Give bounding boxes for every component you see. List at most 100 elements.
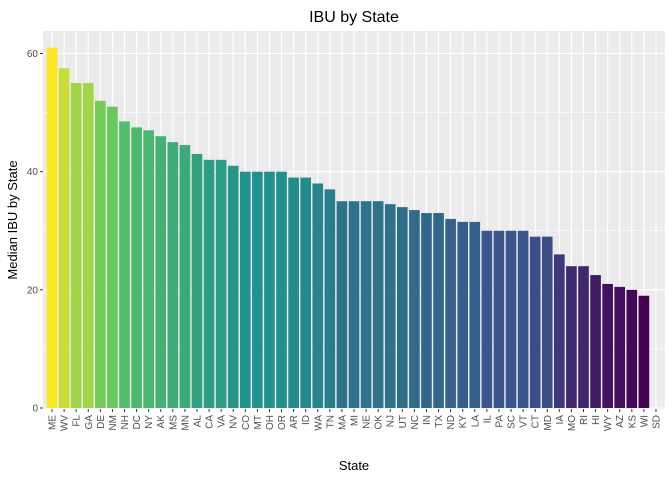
y-axis-title: Median IBU by State: [5, 160, 20, 279]
x-axis-title: State: [339, 458, 369, 473]
bar-ms: [167, 142, 179, 408]
bar-az: [614, 286, 626, 408]
bar-ky: [457, 221, 469, 408]
x-tick-label-wy: WY: [603, 415, 614, 431]
x-tick-label-va: VA: [217, 415, 228, 428]
x-tick-label-ms: MS: [168, 415, 179, 430]
x-tick-label-mn: MN: [180, 415, 191, 431]
bar-ne: [360, 201, 372, 408]
x-tick-label-mo: MO: [567, 415, 578, 431]
x-tick-label-pa: PA: [494, 415, 505, 428]
x-tick-label-me: ME: [48, 415, 59, 430]
bar-dc: [131, 127, 142, 409]
y-tick-label: 0: [32, 404, 38, 415]
bar-ar: [288, 177, 299, 408]
y-tick-label: 40: [27, 167, 39, 178]
x-tick-label-ga: GA: [84, 415, 95, 430]
bar-ga: [82, 83, 94, 409]
bar-ri: [578, 266, 589, 408]
bar-ny: [143, 130, 154, 408]
x-tick-label-nc: NC: [410, 415, 421, 429]
bar-nv: [227, 165, 239, 408]
bar-de: [95, 100, 106, 409]
x-tick-label-ne: NE: [362, 415, 373, 429]
bar-tn: [324, 189, 336, 408]
x-tick-label-ut: UT: [398, 415, 409, 428]
bar-or: [276, 171, 287, 408]
x-tick-label-ct: CT: [531, 415, 542, 428]
x-tick-label-wv: WV: [60, 415, 71, 431]
bar-in: [421, 213, 432, 408]
bar-md: [541, 236, 553, 408]
x-tick-label-ar: AR: [289, 415, 300, 429]
x-tick-label-nh: NH: [120, 415, 131, 429]
x-tick-label-sc: SC: [507, 415, 518, 429]
bar-hi: [590, 275, 601, 408]
x-tick-label-ca: CA: [205, 415, 216, 429]
x-tick-label-ny: NY: [144, 415, 155, 429]
bar-wy: [602, 283, 613, 408]
x-tick-label-dc: DC: [132, 415, 143, 429]
bar-ks: [626, 289, 638, 408]
x-tick-label-hi: HI: [591, 415, 602, 425]
bar-fl: [70, 83, 82, 409]
x-tick-label-wi: WI: [639, 415, 650, 427]
bar-wa: [312, 183, 324, 408]
x-axis-ticks: ME WV FL GA DE NM NH DC NY AK MS MN AL CA VA NV CO MT OH OR…: [48, 409, 662, 431]
bar-pa: [493, 230, 505, 408]
x-tick-label-nj: NJ: [386, 415, 397, 427]
bar-tx: [433, 213, 444, 408]
bar-ak: [155, 136, 167, 408]
x-tick-label-sd: SD: [651, 415, 662, 429]
bar-va: [215, 159, 227, 408]
bar-ma: [336, 201, 348, 408]
bar-ca: [203, 159, 215, 408]
x-tick-label-az: AZ: [615, 415, 626, 428]
bar-ut: [396, 207, 408, 408]
bar-al: [191, 153, 203, 408]
x-tick-label-in: IN: [422, 415, 433, 425]
bar-mt: [252, 171, 263, 408]
x-tick-label-de: DE: [96, 415, 107, 429]
bar-nd: [445, 218, 456, 408]
x-tick-label-tn: TN: [325, 415, 336, 428]
x-tick-label-co: CO: [241, 415, 252, 430]
bar-nc: [409, 210, 420, 408]
x-tick-label-ma: MA: [337, 415, 348, 430]
bar-id: [300, 177, 312, 408]
bar-vt: [517, 230, 529, 408]
x-tick-label-wa: WA: [313, 415, 324, 431]
bar-ia: [554, 254, 565, 408]
x-tick-label-al: AL: [192, 415, 203, 428]
x-tick-label-ak: AK: [156, 415, 167, 429]
bar-mi: [348, 201, 360, 408]
x-tick-label-oh: OH: [265, 415, 276, 430]
x-tick-label-il: IL: [482, 415, 493, 424]
bar-wi: [638, 295, 650, 408]
bar-oh: [264, 171, 275, 408]
bar-wv: [58, 68, 70, 408]
x-tick-label-id: ID: [301, 415, 312, 425]
bar-nm: [107, 106, 118, 409]
x-tick-label-md: MD: [543, 415, 554, 431]
x-tick-label-or: OR: [277, 415, 288, 430]
x-tick-label-tx: TX: [434, 415, 445, 428]
x-tick-label-la: LA: [470, 415, 481, 428]
y-axis-ticks: 0 20 40 60: [27, 49, 43, 415]
bars: [46, 47, 650, 409]
y-tick-label: 20: [27, 285, 39, 296]
x-tick-label-mt: MT: [253, 415, 264, 429]
bar-il: [481, 230, 493, 408]
x-tick-label-ky: KY: [458, 415, 469, 429]
bar-nj: [384, 204, 396, 408]
bar-ok: [372, 201, 384, 408]
bar-mo: [566, 266, 577, 408]
x-tick-label-ks: KS: [627, 415, 638, 429]
y-tick-label: 60: [27, 49, 39, 60]
bar-mn: [179, 145, 191, 408]
x-tick-label-mi: MI: [350, 415, 361, 426]
x-tick-label-ia: IA: [555, 415, 566, 425]
x-tick-label-ok: OK: [374, 415, 385, 430]
bar-la: [469, 221, 481, 408]
